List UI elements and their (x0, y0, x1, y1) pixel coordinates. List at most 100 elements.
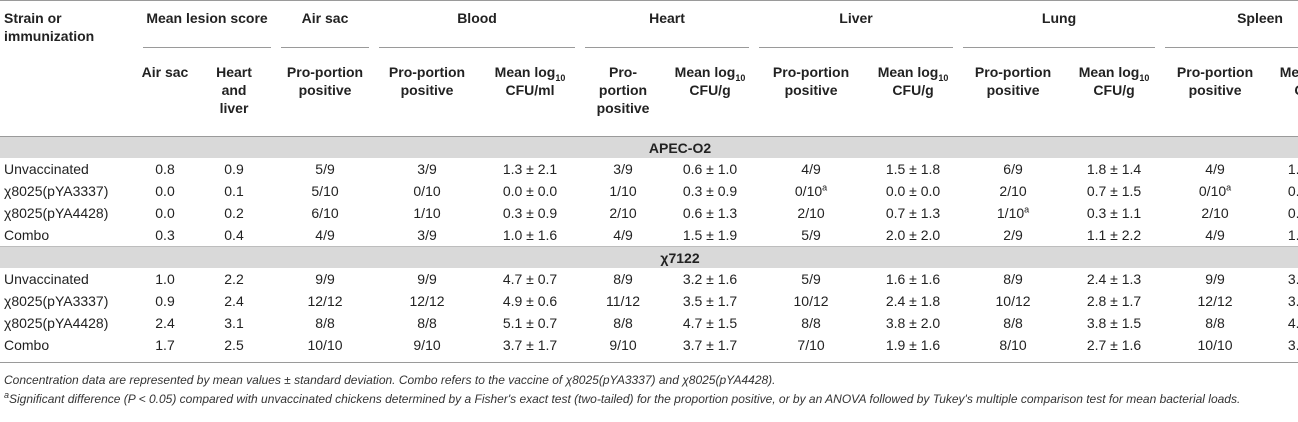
data-cell: 5.1 ± 0.7 (502, 315, 558, 331)
significance-marker: a (822, 182, 828, 193)
section-header-row: χ7122 (0, 246, 1298, 268)
data-cell: 0.7 ± 1.5 (1086, 183, 1142, 199)
data-cell: 0/10a (1198, 182, 1232, 199)
data-cell: 0.0 ± 0.0 (885, 183, 941, 199)
data-cell: 2.0 ± 2.0 (885, 227, 941, 243)
strain-column-header: Strain or immunization (0, 0, 138, 55)
subheader-air-sac-score: Air sac (138, 55, 192, 137)
data-cell: 1.5 ± 1.8 (885, 161, 941, 177)
group-header-lesion: Mean lesion score (138, 0, 277, 55)
table-row: χ8025(pYA3337) 0.9 2.4 12/12 12/12 4.9 ± 0.6 1… (0, 290, 1298, 312)
data-cell: 8/8 (613, 315, 633, 331)
data-cell: 3.5 ± 1.1 (1270, 334, 1298, 363)
footnote-concentration: Concentration data are represented by me… (4, 373, 776, 387)
data-cell: 2.7 ± 1.6 (1068, 334, 1161, 363)
data-cell: 3.5 ± 1.7 (682, 293, 738, 309)
data-cell: 2.2 (224, 271, 244, 287)
data-cell: 10/12 (793, 293, 829, 309)
data-cell: 1.0 (155, 271, 175, 287)
data-cell: 8/9 (613, 271, 633, 287)
subheader-proportion: Pro-portion positive (754, 55, 869, 137)
data-cell: 10/12 (995, 293, 1031, 309)
data-cell: 10/10 (1160, 334, 1271, 363)
log-base-subscript: 10 (735, 72, 746, 83)
table-row: χ8025(pYA3337) 0.0 0.1 5/10 0/10 0.0 ± 0.0 1/1… (0, 180, 1298, 202)
data-cell: 0.9 (155, 293, 175, 309)
data-cell: 3.2 ± 1.6 (682, 271, 738, 287)
sub-header-row: Air sac Heart and liver Pro-portion posi… (0, 55, 1298, 137)
section-title: APEC-O2 (0, 136, 1298, 158)
data-cell: 8/9 (1003, 271, 1023, 287)
data-cell: 4/9 (315, 227, 335, 243)
data-cell: 2.4 ± 1.3 (1086, 271, 1142, 287)
strain-cell: χ8025(pYA3337) (4, 183, 109, 199)
results-table: Strain or immunization Mean lesion score… (0, 0, 1298, 363)
log-base-subscript: 10 (1139, 72, 1150, 83)
data-cell: 0.9 (224, 161, 244, 177)
data-cell: 6/10 (311, 205, 339, 221)
strain-cell: Unvaccinated (4, 271, 89, 287)
data-cell: 8/8 (315, 315, 335, 331)
data-cell: 9/9 (1205, 271, 1225, 287)
data-cell: 0.3 ± 0.9 (682, 183, 738, 199)
mean-log-label: Mean log (1078, 64, 1140, 80)
data-cell: 4.1 ± 1.9 (1287, 315, 1298, 331)
table-row: χ8025(pYA4428) 0.0 0.2 6/10 1/10 0.3 ± 0.9 2/1… (0, 202, 1298, 224)
data-cell: 3/9 (417, 161, 437, 177)
unit-label: CFU/g (1093, 82, 1135, 98)
table-footnotes: Concentration data are represented by me… (0, 371, 1298, 409)
data-cell: 8/8 (801, 315, 821, 331)
log-base-subscript: 10 (938, 72, 949, 83)
subheader-heart-liver-score: Heart and liver (192, 55, 277, 137)
table-row: Combo 1.7 2.5 10/10 9/10 3.7 ± 1.7 9/10 3.7 ± 1… (0, 334, 1298, 363)
strain-cell: Combo (0, 334, 138, 363)
data-cell: 9/9 (315, 271, 335, 287)
data-cell: 1.5 ± 1.9 (682, 227, 738, 243)
results-table-container: Strain or immunization Mean lesion score… (0, 0, 1298, 409)
data-cell: 1.7 ± 2.0 (1287, 227, 1298, 243)
mean-log-label: Mean log (494, 64, 556, 80)
data-cell: 0.7 ± 1.3 (885, 205, 941, 221)
subheader-mean-log: Mean log10 CFU/g (1068, 55, 1161, 137)
unit-label: CFU/g (689, 82, 731, 98)
footnote-significance: aSignificant difference (P < 0.05) compa… (4, 390, 1241, 407)
data-cell: 0.7 ± 1.5 (1287, 205, 1298, 221)
significance-marker: a (1024, 204, 1030, 215)
data-cell: 4/9 (613, 227, 633, 243)
data-cell: 3.1 (224, 315, 244, 331)
data-cell: 1.9 ± 1.6 (868, 334, 959, 363)
group-header-heart: Heart (580, 0, 755, 55)
data-cell: 4.7 ± 0.7 (502, 271, 558, 287)
data-cell: 3.7 ± 1.7 (480, 334, 581, 363)
subheader-mean-log: Mean log10 CFU/ml (480, 55, 581, 137)
strain-cell: χ8025(pYA3337) (4, 293, 109, 309)
data-cell: 5/10 (311, 183, 339, 199)
data-cell: 3/9 (613, 161, 633, 177)
data-cell: 4.7 ± 1.5 (682, 315, 738, 331)
log-base-subscript: 10 (555, 72, 566, 83)
data-cell: 0.3 (155, 227, 175, 243)
data-cell: 5/9 (801, 227, 821, 243)
group-header-spleen: Spleen (1160, 0, 1298, 55)
data-cell: 0.0 ± 0.0 (502, 183, 558, 199)
subheader-proportion: Pro-portion positive (580, 55, 667, 137)
mean-log-label: Mean log (1279, 64, 1298, 80)
section-title: χ7122 (0, 246, 1298, 268)
unit-label: CFU/g (892, 82, 934, 98)
data-cell: 2/10 (1201, 205, 1229, 221)
data-cell: 1/10 (413, 205, 441, 221)
subheader-proportion: Pro-portion positive (276, 55, 375, 137)
data-cell: 12/12 (409, 293, 445, 309)
data-cell: 3.8 ± 2.0 (885, 315, 941, 331)
data-cell: 3.8 ± 1.5 (1086, 315, 1142, 331)
group-header-liver: Liver (754, 0, 959, 55)
data-cell: 0.2 (224, 205, 244, 221)
data-cell: 5/9 (315, 161, 335, 177)
data-cell: 5/9 (801, 271, 821, 287)
mean-log-label: Mean log (674, 64, 736, 80)
data-cell: 2.5 (192, 334, 277, 363)
data-cell: 1/10 (609, 183, 637, 199)
data-cell: 2/10 (999, 183, 1027, 199)
